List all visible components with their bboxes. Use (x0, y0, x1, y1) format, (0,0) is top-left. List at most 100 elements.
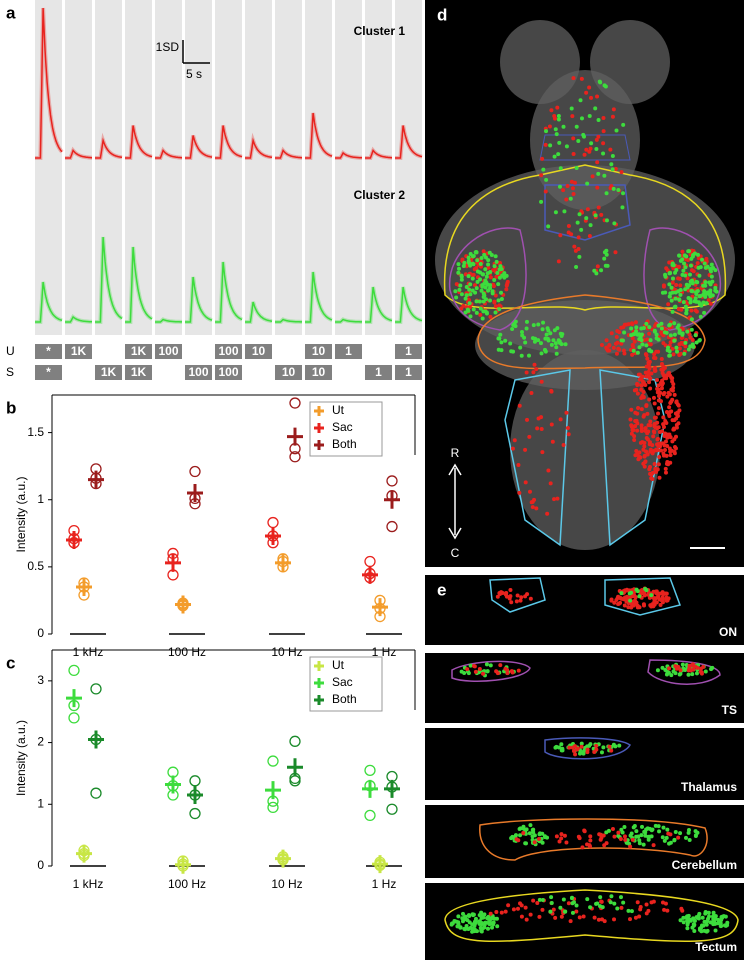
cell-dot (471, 262, 476, 267)
cell-dot (536, 338, 541, 343)
cell-dot (719, 923, 724, 928)
cell-dot (654, 589, 659, 594)
cell-dot (686, 258, 691, 263)
cell-dot (477, 919, 482, 924)
cell-dot (511, 907, 516, 912)
cell-dot (656, 462, 661, 467)
cell-dot (672, 418, 677, 423)
cell-dot (557, 745, 562, 750)
cell-dot (486, 265, 491, 270)
cell-dot (582, 152, 587, 157)
cell-dot (704, 301, 709, 306)
cell-dot (514, 599, 519, 604)
cell-dot (493, 310, 498, 315)
cell-dot (597, 832, 602, 837)
response-trace (65, 315, 92, 323)
cell-dot (678, 831, 683, 836)
cell-dot (652, 601, 657, 606)
trial-column (365, 0, 392, 335)
legend-marker (314, 678, 324, 688)
section-image: ON (425, 575, 744, 645)
cell-dot (540, 898, 545, 903)
cell-dot (525, 592, 530, 597)
cell-dot (648, 386, 653, 391)
cell-dot (579, 227, 584, 232)
cell-dot (484, 662, 489, 667)
replicate-point (386, 475, 398, 487)
cell-dot (665, 908, 670, 913)
cell-dot (686, 288, 691, 293)
cell-dot (655, 436, 660, 441)
cell-dot (467, 913, 472, 918)
cell-dot (604, 841, 609, 846)
cell-dot (486, 916, 491, 921)
cell-dot (686, 668, 691, 673)
mean-marker (384, 779, 400, 798)
replicate-point (364, 809, 376, 822)
cell-dot (499, 267, 504, 272)
cell-dot (614, 128, 619, 133)
cell-dot (612, 600, 617, 605)
cell-dot (536, 322, 541, 327)
cell-dot (540, 327, 545, 332)
cell-dot (539, 199, 544, 204)
cell-dot (483, 920, 488, 925)
mean-marker (275, 849, 291, 868)
trial-column (215, 0, 242, 335)
cell-dot (632, 598, 637, 603)
cell-dot (552, 497, 557, 502)
cell-dot (510, 446, 515, 451)
cell-dot (611, 345, 616, 350)
cell-dot (639, 332, 644, 337)
cell-dot (532, 833, 537, 838)
cell-dot (656, 824, 661, 829)
cell-dot (450, 921, 455, 926)
cell-dot (643, 830, 648, 835)
cell-dot (531, 323, 536, 328)
cell-dot (628, 598, 633, 603)
trial-column (125, 0, 152, 335)
cell-dot (661, 415, 666, 420)
panel-label: e (437, 580, 446, 599)
cell-dot (648, 423, 653, 428)
cell-dot (482, 925, 487, 930)
cell-dot (720, 914, 725, 919)
cell-dot (494, 669, 499, 674)
cell-dot (637, 337, 642, 342)
cell-dot (687, 837, 692, 842)
cell-dot (695, 288, 700, 293)
cell-dot (670, 379, 675, 384)
trial-column (395, 0, 422, 335)
cell-dot (626, 322, 631, 327)
stimulus-box (365, 365, 392, 380)
cell-dot (587, 743, 592, 748)
cell-dot (708, 282, 713, 287)
cell-dot (574, 903, 579, 908)
cell-dot (528, 912, 533, 917)
cell-dot (571, 748, 576, 753)
cell-dot (552, 328, 557, 333)
cell-dot (639, 423, 644, 428)
cell-dot (545, 511, 550, 516)
trial-column (305, 0, 332, 335)
cell-dot (550, 439, 555, 444)
cell-dot (484, 274, 489, 279)
replicate-point (90, 683, 102, 695)
cell-dot (560, 746, 565, 751)
cell-dot (488, 298, 493, 303)
cell-dot (492, 278, 497, 283)
cell-dot (589, 95, 594, 100)
cell-dot (673, 830, 678, 835)
cell-dot (570, 186, 575, 191)
section-image: Thalamus (425, 728, 744, 800)
cell-dot (494, 259, 499, 264)
cell-dot (673, 290, 678, 295)
response-trace (185, 135, 213, 159)
cell-dot (678, 287, 683, 292)
cell-dot (620, 205, 625, 210)
cell-dot (671, 669, 676, 674)
cell-dot (495, 594, 500, 599)
cell-dot (523, 905, 528, 910)
cell-dot (677, 253, 682, 258)
cell-dot (560, 332, 565, 337)
